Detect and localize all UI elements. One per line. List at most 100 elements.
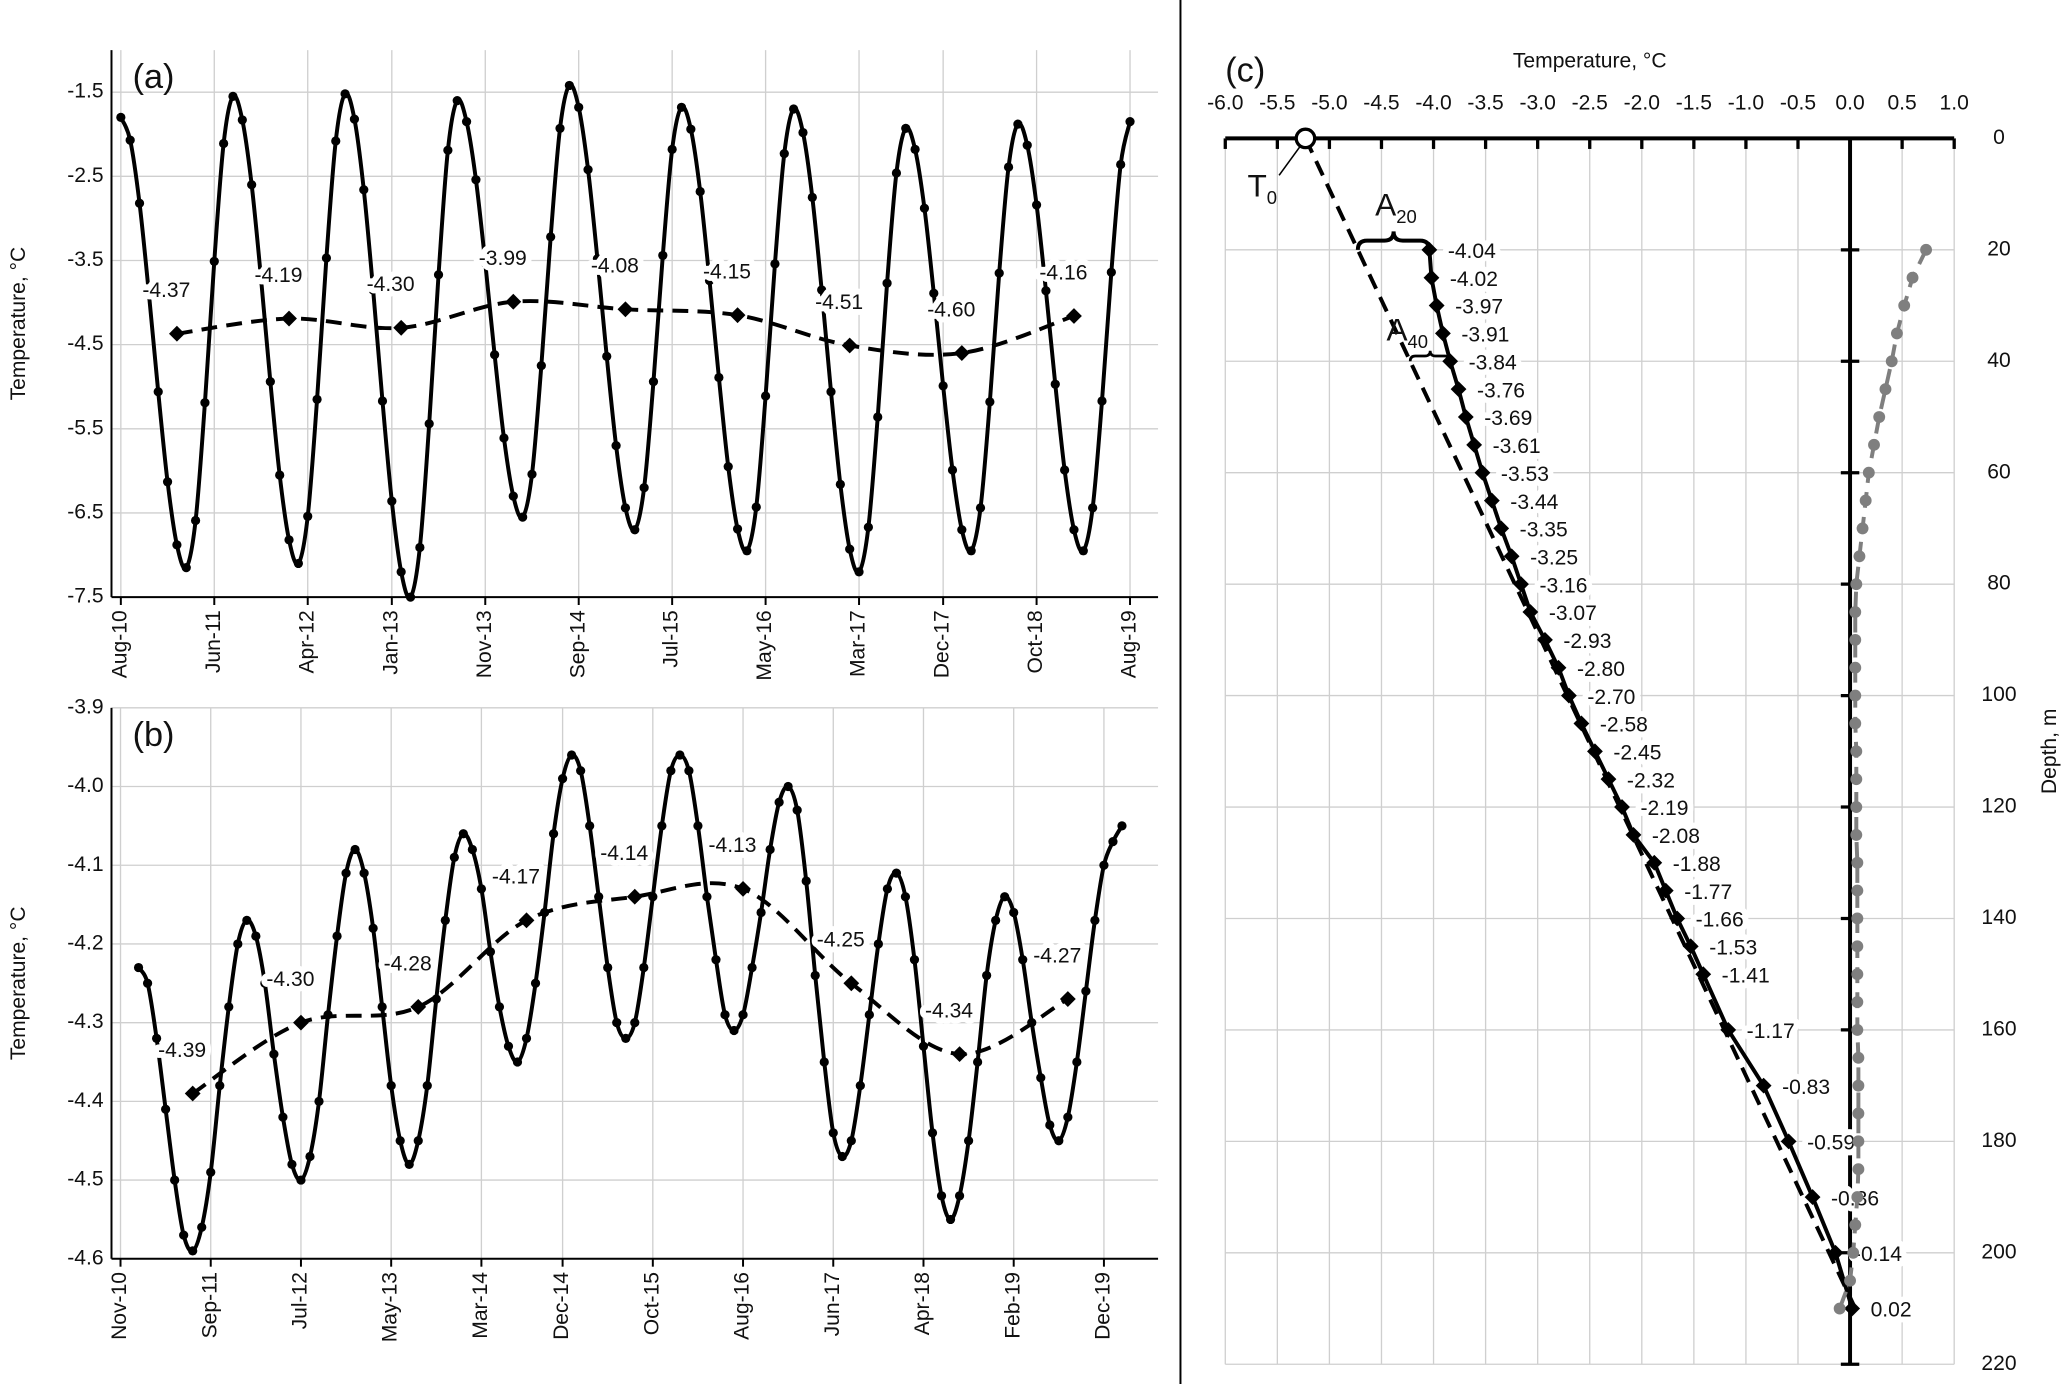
diamond-marker <box>1646 854 1663 871</box>
value-label: -2.32 <box>1627 769 1675 792</box>
point-marker <box>133 962 144 973</box>
annotation-text: A <box>1375 187 1397 223</box>
point-marker <box>845 544 855 554</box>
point-marker <box>900 892 911 902</box>
point-marker <box>350 844 360 855</box>
y-tick-label: 200 <box>1981 1240 2016 1263</box>
point-marker <box>947 465 958 475</box>
point-marker <box>738 1010 748 1020</box>
point-marker <box>807 192 817 202</box>
y-axis-title: Temperature, °C <box>7 247 30 401</box>
value-label: -4.04 <box>1448 240 1496 263</box>
point-marker <box>1000 892 1010 902</box>
point-marker <box>228 91 238 101</box>
value-label: -4.08 <box>591 255 639 278</box>
panel-label: (c) <box>1225 52 1265 90</box>
point-marker <box>783 781 793 792</box>
point-marker <box>413 1136 423 1146</box>
point-marker <box>846 1136 856 1146</box>
point-marker <box>630 525 640 535</box>
point-marker <box>1852 1079 1865 1092</box>
value-label: -1.17 <box>1747 1020 1795 1043</box>
point-marker <box>1018 955 1028 965</box>
point-marker <box>1849 633 1862 646</box>
point-marker <box>929 288 939 298</box>
y-tick-label: -6.5 <box>67 501 103 524</box>
point-marker <box>657 821 667 831</box>
point-marker <box>1885 355 1898 368</box>
point-marker <box>1859 494 1872 507</box>
value-label: -4.34 <box>925 1000 973 1023</box>
point-marker <box>151 1033 162 1044</box>
x-tick-label: 1.0 <box>1940 92 1969 115</box>
point-marker <box>1117 821 1127 831</box>
value-label: -2.45 <box>1613 742 1661 765</box>
point-marker <box>704 276 715 286</box>
point-marker <box>817 285 827 295</box>
value-label: -4.17 <box>492 866 540 889</box>
point-marker <box>215 1081 225 1091</box>
x-tick-label: Jun-17 <box>821 1272 844 1336</box>
point-marker <box>1022 140 1032 150</box>
diamond-marker <box>1669 910 1686 927</box>
point-marker <box>1849 1218 1862 1231</box>
point-marker <box>368 923 378 933</box>
point-marker <box>1844 1274 1856 1287</box>
x-tick-label: -1.5 <box>1676 92 1712 115</box>
point-marker <box>1063 1112 1073 1122</box>
point-marker <box>828 1128 838 1138</box>
value-label: -4.14 <box>600 842 648 865</box>
x-tick-label: Oct-15 <box>640 1272 663 1335</box>
point-marker <box>452 95 462 106</box>
value-label: -3.84 <box>1469 351 1517 374</box>
y-tick-label: 80 <box>1987 572 2010 595</box>
point-marker <box>1069 525 1079 535</box>
point-marker <box>1851 940 1864 953</box>
point-marker <box>349 114 360 124</box>
point-marker <box>611 441 621 451</box>
x-tick-label: Dec-14 <box>550 1272 573 1340</box>
point-marker <box>340 89 350 99</box>
x-tick-label: Dec-17 <box>931 610 954 678</box>
point-marker <box>499 433 509 443</box>
point-marker <box>873 939 883 949</box>
point-marker <box>991 915 1001 925</box>
open-circle-marker <box>1294 127 1317 150</box>
point-marker <box>1853 550 1866 563</box>
point-marker <box>461 117 472 127</box>
diamond-marker <box>1755 1077 1772 1094</box>
point-marker <box>975 503 986 513</box>
diamond-marker <box>1720 1022 1737 1038</box>
value-label: -4.60 <box>927 298 975 321</box>
annotation-text: A <box>1386 312 1408 348</box>
point-marker <box>658 250 668 261</box>
point-marker <box>449 852 459 862</box>
point-marker <box>1125 117 1135 127</box>
diamond-marker <box>1780 1133 1797 1150</box>
x-tick-label: Nov-13 <box>473 610 496 678</box>
x-tick-label: Jul-15 <box>660 610 683 667</box>
point-marker <box>1850 578 1863 591</box>
x-tick-label: -4.5 <box>1363 92 1399 115</box>
value-label: -2.19 <box>1640 797 1688 820</box>
x-tick-label: -5.0 <box>1311 92 1347 115</box>
point-marker <box>471 175 481 185</box>
diamond-marker <box>1657 882 1674 899</box>
point-marker <box>303 511 313 521</box>
point-marker <box>742 546 752 556</box>
diamond-marker <box>1423 269 1440 286</box>
x-tick-label: Aug-16 <box>731 1272 754 1340</box>
diamond-marker <box>626 888 643 905</box>
point-marker <box>1879 383 1892 396</box>
point-marker <box>963 1136 974 1146</box>
diamond-marker <box>1537 631 1553 648</box>
point-marker <box>153 387 163 397</box>
point-marker <box>1072 1057 1082 1067</box>
diamond-marker <box>1493 520 1510 537</box>
point-marker <box>387 496 397 506</box>
panel-label: (a) <box>133 58 175 96</box>
point-marker <box>287 1159 297 1169</box>
series-line <box>1303 137 1858 1310</box>
point-marker <box>536 361 546 371</box>
point-marker <box>732 524 743 534</box>
